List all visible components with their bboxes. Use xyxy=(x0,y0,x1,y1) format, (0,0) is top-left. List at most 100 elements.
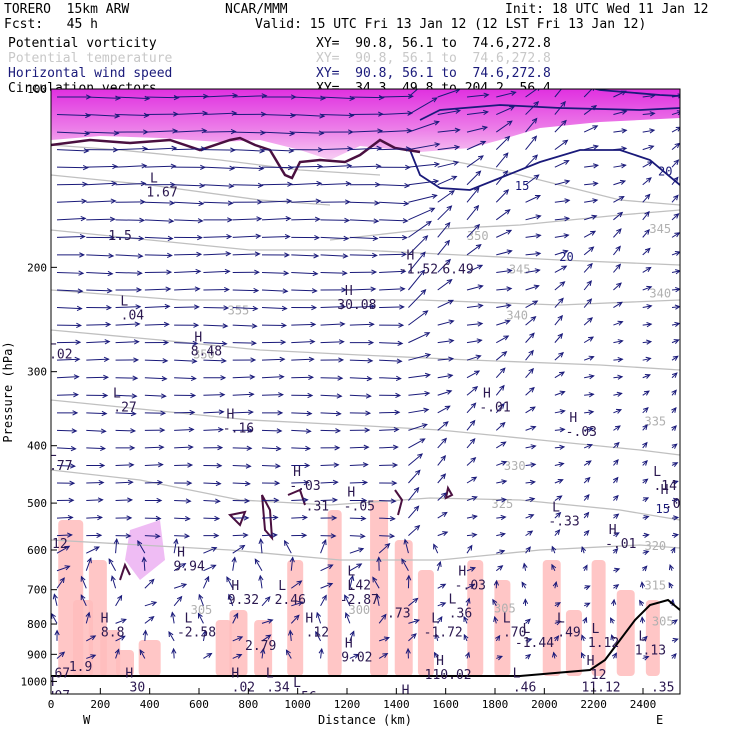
moisture-plume xyxy=(565,610,582,676)
circulation-vector xyxy=(232,199,263,205)
theta-contour-label: 340 xyxy=(506,309,528,323)
circulation-vector xyxy=(642,93,656,99)
circulation-vector xyxy=(379,286,406,292)
circulation-vector xyxy=(174,340,199,346)
circulation-vector xyxy=(261,234,291,240)
circulation-vector xyxy=(320,479,339,485)
circulation-vector xyxy=(54,629,60,641)
circulation-vector xyxy=(115,181,147,187)
moisture-plume xyxy=(73,600,94,676)
circulation-vector xyxy=(144,252,173,258)
circulation-vector xyxy=(56,392,79,398)
circulation-vector xyxy=(466,223,481,238)
circulation-vector xyxy=(261,252,291,258)
high-low-value: -2.58 xyxy=(177,626,216,641)
circulation-vector xyxy=(642,497,650,503)
pv-fill-lower xyxy=(125,520,165,580)
high-low-type: L xyxy=(347,579,355,594)
circulation-vector xyxy=(320,410,342,417)
circulation-vector xyxy=(86,654,97,660)
circulation-vector xyxy=(289,556,295,571)
circulation-vector xyxy=(554,297,564,308)
high-low-marker: H.12 xyxy=(305,612,329,641)
high-low-type: H xyxy=(345,636,353,651)
moisture-plume xyxy=(327,510,342,676)
high-low-type: L xyxy=(120,295,128,310)
circulation-vector xyxy=(320,235,350,242)
circulation-vector xyxy=(232,532,249,538)
circulation-vector xyxy=(56,480,76,486)
circulation-vector xyxy=(291,428,312,434)
circulation-vector xyxy=(349,128,384,134)
pv-line-tropopause xyxy=(51,136,421,180)
circulation-vector xyxy=(466,584,476,589)
high-low-type: L xyxy=(592,622,600,637)
circulation-vector xyxy=(466,370,481,379)
circulation-vector xyxy=(495,209,511,221)
circulation-vector xyxy=(525,300,539,308)
circulation-vector xyxy=(261,288,289,294)
high-low-value: 6.49 xyxy=(442,263,473,278)
circulation-vector xyxy=(551,545,557,554)
theta-contour-label: 305 xyxy=(191,603,213,617)
circulation-vector xyxy=(349,339,375,346)
terrain-surface xyxy=(51,598,680,677)
circulation-vector xyxy=(203,234,233,240)
circulation-vector xyxy=(581,634,586,642)
high-low-value: 110.02 xyxy=(425,668,472,683)
circulation-vector xyxy=(554,620,562,626)
circulation-vector xyxy=(642,515,650,521)
circulation-vector xyxy=(466,244,482,256)
high-low-marker: H-.03 xyxy=(566,411,597,440)
circulation-vector xyxy=(671,443,678,449)
circulation-vector xyxy=(349,574,355,589)
circulation-vector xyxy=(437,108,462,116)
circulation-vector xyxy=(581,652,586,659)
circulation-vector xyxy=(115,199,146,205)
circulation-vector xyxy=(554,409,566,415)
circulation-vector xyxy=(115,515,133,521)
circulation-vector xyxy=(203,498,221,504)
theta-contour-line xyxy=(51,174,331,206)
legend-name-pv: Potential vorticity xyxy=(8,36,157,51)
circulation-vector xyxy=(408,178,440,186)
y-tick-label: 400 xyxy=(27,440,47,453)
circulation-vector xyxy=(671,497,680,503)
circulation-vector xyxy=(349,479,369,486)
high-low-type: L xyxy=(49,445,57,460)
circulation-vector xyxy=(203,546,218,554)
circulation-vector xyxy=(554,233,570,239)
circulation-vector xyxy=(495,135,511,150)
moisture-plume xyxy=(254,620,273,676)
high-low-marker: H-.03 xyxy=(455,565,486,594)
circulation-vector xyxy=(437,338,455,344)
theta-contour-label: 355 xyxy=(228,303,250,317)
circulation-vector xyxy=(496,514,507,521)
circulation-vector xyxy=(437,160,460,168)
high-low-value: -1.44 xyxy=(515,636,554,651)
circulation-vector xyxy=(379,480,398,486)
circulation-vector xyxy=(290,580,303,589)
circulation-vector xyxy=(403,538,409,554)
wind-contour-line xyxy=(592,89,680,97)
circulation-vector xyxy=(320,533,337,539)
high-low-marker: H.07 xyxy=(51,675,70,694)
circulation-vector xyxy=(56,577,65,589)
circulation-vector xyxy=(144,601,158,607)
circulation-vector xyxy=(554,529,561,536)
circulation-vector xyxy=(203,392,226,398)
wind-contour-label: 15 xyxy=(656,502,670,516)
circulation-vector xyxy=(174,146,207,152)
circulation-vector xyxy=(611,652,617,659)
high-low-marker: 11.12 xyxy=(581,681,620,694)
circulation-vector xyxy=(466,457,477,466)
circulation-vector xyxy=(584,163,600,169)
theta-contour-label: 345 xyxy=(649,222,671,236)
circulation-vector xyxy=(379,444,399,450)
circulation-vector xyxy=(642,177,652,186)
circulation-vector xyxy=(144,444,165,450)
circulation-vector xyxy=(466,186,480,203)
circulation-vector xyxy=(466,354,482,361)
circulation-vector xyxy=(613,146,628,152)
high-low-type: H xyxy=(661,483,669,498)
